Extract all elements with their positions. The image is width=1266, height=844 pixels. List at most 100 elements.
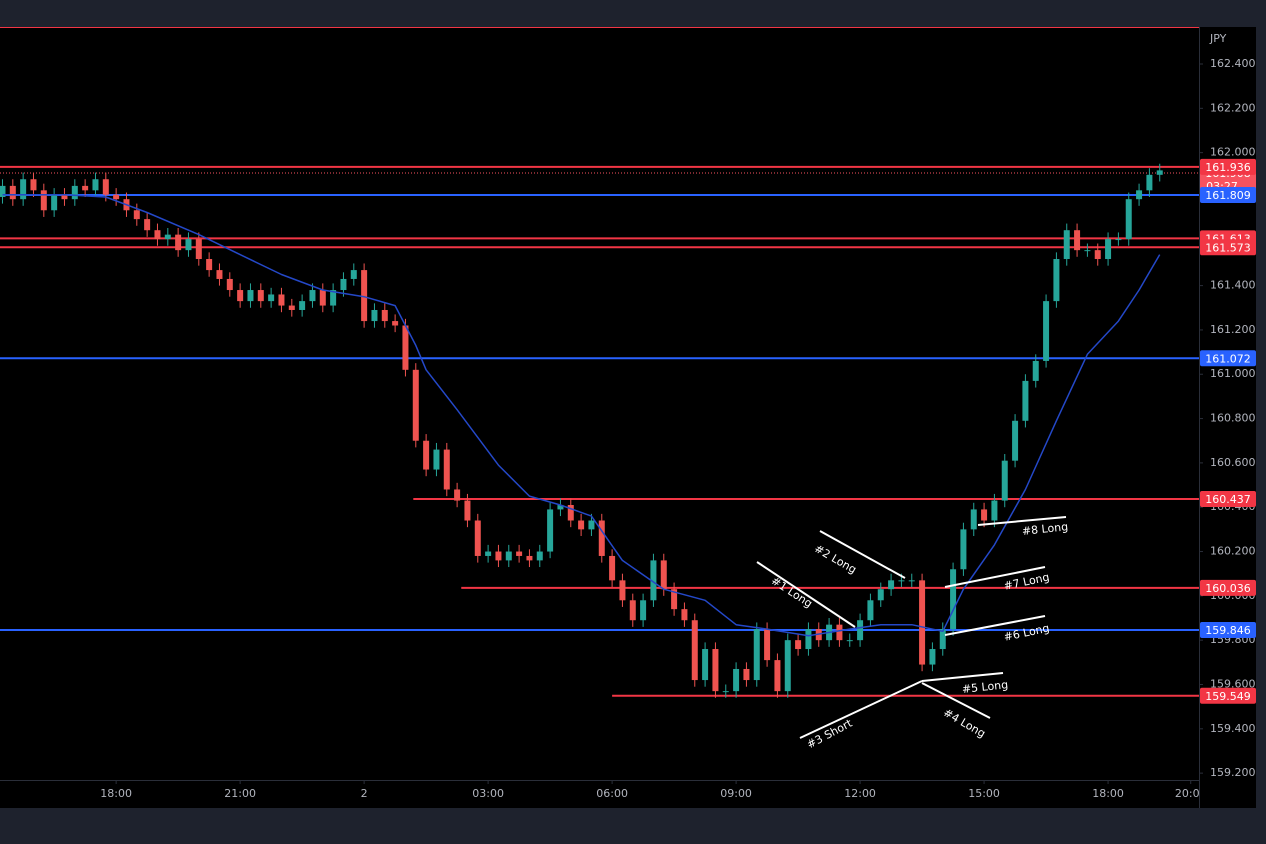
- candle-body: [526, 555, 533, 561]
- candle-body: [919, 580, 926, 665]
- annotation-line: [819, 530, 906, 579]
- candle-body: [660, 560, 667, 590]
- level-label: 161.809: [1205, 189, 1251, 202]
- y-tick-label: 162.000: [1210, 146, 1256, 159]
- candle-body: [257, 290, 264, 302]
- y-tick-label: 162.200: [1210, 101, 1256, 114]
- candle-body: [1105, 239, 1112, 260]
- candle-body: [516, 551, 523, 556]
- candle-body: [505, 551, 512, 561]
- annotation-line: [944, 615, 1046, 636]
- candle-body: [857, 620, 864, 641]
- candle-body: [712, 649, 719, 692]
- candle-body: [361, 270, 368, 322]
- level-label-box: [1200, 491, 1256, 508]
- candle-body: [991, 500, 998, 521]
- candle-body: [381, 309, 388, 322]
- candle-body: [92, 179, 99, 191]
- candle-body: [392, 321, 399, 326]
- x-tick-label: 18:00: [100, 787, 132, 800]
- candle-body: [61, 194, 68, 200]
- candle-body: [330, 290, 337, 306]
- annotation-line: [921, 672, 1004, 682]
- y-tick-label: 159.600: [1210, 677, 1256, 690]
- candle-body: [1084, 250, 1091, 252]
- candle-body: [877, 589, 884, 601]
- candle-body: [278, 294, 285, 306]
- x-tick-label: 09:00: [720, 787, 752, 800]
- candle-body: [1012, 420, 1019, 461]
- candle-body: [733, 668, 740, 692]
- annotation-line: [977, 516, 1067, 526]
- candle-body: [402, 325, 409, 370]
- candle-body: [1156, 170, 1163, 175]
- candle-body: [1043, 301, 1050, 361]
- candle-body: [588, 520, 595, 530]
- y-tick-label: 159.400: [1210, 722, 1256, 735]
- level-label: 159.846: [1205, 624, 1251, 637]
- candle-body: [764, 629, 771, 661]
- candle-body: [20, 179, 27, 200]
- y-tick-label: 161.200: [1210, 323, 1256, 336]
- y-tick-label: 161.400: [1210, 279, 1256, 292]
- candle-body: [722, 691, 729, 693]
- moving-average: [2, 194, 1161, 637]
- candles: [0, 163, 1163, 698]
- annotation-line: [756, 561, 856, 628]
- candle-body: [598, 520, 605, 556]
- candle-body: [681, 609, 688, 621]
- candle-body: [71, 185, 78, 200]
- candle-body: [175, 234, 182, 251]
- candle-body: [898, 580, 905, 582]
- candle-body: [1074, 230, 1081, 251]
- y-tick-label: 160.200: [1210, 545, 1256, 558]
- candle-body: [309, 290, 316, 302]
- candle-body: [288, 305, 295, 310]
- candle-body: [474, 520, 481, 556]
- candle-body: [495, 551, 502, 561]
- candle-body: [908, 580, 915, 582]
- candle-body: [640, 600, 647, 621]
- y-tick-label: 160.800: [1210, 412, 1256, 425]
- y-tick-label: 160.600: [1210, 456, 1256, 469]
- annotation-line: [921, 682, 991, 719]
- candle-body: [1115, 239, 1122, 241]
- x-tick-label: 03:00: [472, 787, 504, 800]
- candle-body: [1032, 360, 1039, 381]
- candle-body: [1022, 380, 1029, 421]
- candle-body: [206, 259, 213, 271]
- candle-body: [1094, 250, 1101, 260]
- candle-body: [133, 210, 140, 220]
- level-label: 159.549: [1205, 690, 1251, 703]
- chart-background: [0, 27, 1256, 808]
- candle-body: [557, 504, 564, 510]
- annotation-line: [944, 566, 1046, 588]
- candle-body: [216, 270, 223, 279]
- level-label-box: [1200, 621, 1256, 638]
- candle-body: [319, 290, 326, 306]
- candle-body: [412, 369, 419, 441]
- candle-body: [1125, 199, 1132, 240]
- x-tick-label: 12:00: [844, 787, 876, 800]
- candle-body: [350, 270, 357, 279]
- candle-body: [9, 185, 16, 200]
- candle-body: [846, 640, 853, 642]
- x-tick-label: 06:00: [596, 787, 628, 800]
- candle-body: [40, 190, 47, 211]
- candle-body: [299, 301, 306, 310]
- candle-body: [423, 440, 430, 470]
- annotation-line: [799, 680, 923, 739]
- currency-label: JPY: [1209, 32, 1227, 45]
- candle-body: [950, 569, 957, 630]
- candle-body: [836, 624, 843, 641]
- x-tick-label: 15:00: [968, 787, 1000, 800]
- candle-body: [0, 185, 6, 197]
- candle-body: [547, 509, 554, 552]
- candle-body: [82, 185, 89, 191]
- candle-body: [154, 230, 161, 240]
- candle-body: [888, 580, 895, 590]
- candle-body: [867, 600, 874, 621]
- candle-body: [113, 194, 120, 200]
- level-label-box: [1200, 350, 1256, 367]
- axes: 18:00 21:00 2 03:00 06:00 09:00 12:00 15:00 18:0…: [0, 27, 1256, 808]
